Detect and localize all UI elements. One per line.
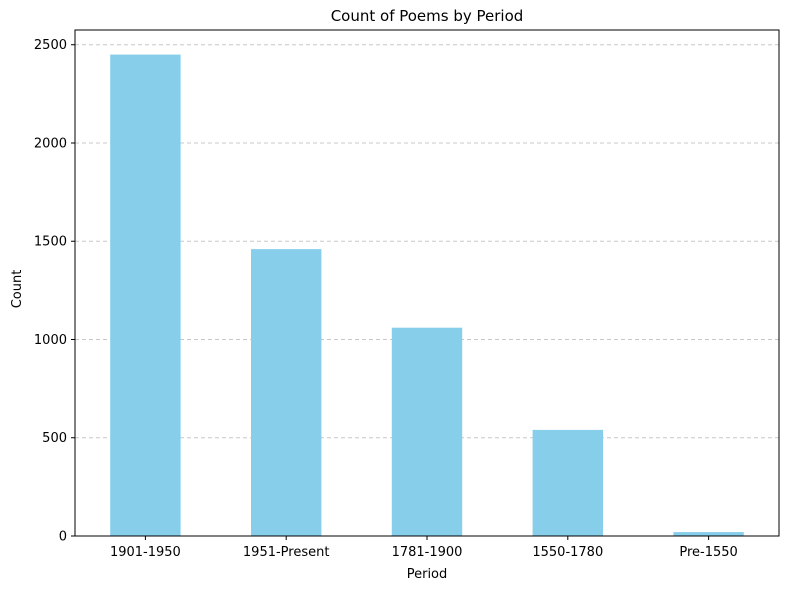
- y-axis-ticks: 0 500 1000 1500 2000 2500: [34, 38, 75, 545]
- bar-4: [673, 532, 744, 536]
- y-tick-label-5: 2500: [34, 38, 67, 53]
- x-tick-label-4: Pre-1550: [679, 545, 737, 560]
- y-tick-label-2: 1000: [34, 333, 67, 348]
- y-axis-label: Count: [10, 270, 25, 309]
- y-tick-label-3: 1500: [34, 235, 67, 250]
- bar-2: [391, 327, 463, 536]
- x-axis-label: Period: [407, 567, 448, 582]
- bar-3: [532, 429, 603, 536]
- x-tick-label-0: 1901-1950: [110, 545, 181, 560]
- chart-title: Count of Poems by Period: [331, 7, 524, 25]
- x-tick-label-3: 1550-1780: [532, 545, 603, 560]
- x-axis-ticks: 1901-1950 1951-Present 1781-1900 1550-1780 P…: [110, 536, 738, 560]
- bars: [110, 54, 744, 536]
- x-tick-label-1: 1951-Present: [243, 545, 330, 560]
- x-tick-label-2: 1781-1900: [392, 545, 463, 560]
- bar-0: [110, 54, 181, 536]
- y-tick-label-0: 0: [59, 530, 67, 545]
- bar-1: [251, 249, 322, 536]
- y-tick-label-4: 2000: [34, 136, 67, 151]
- y-tick-label-1: 500: [42, 431, 67, 446]
